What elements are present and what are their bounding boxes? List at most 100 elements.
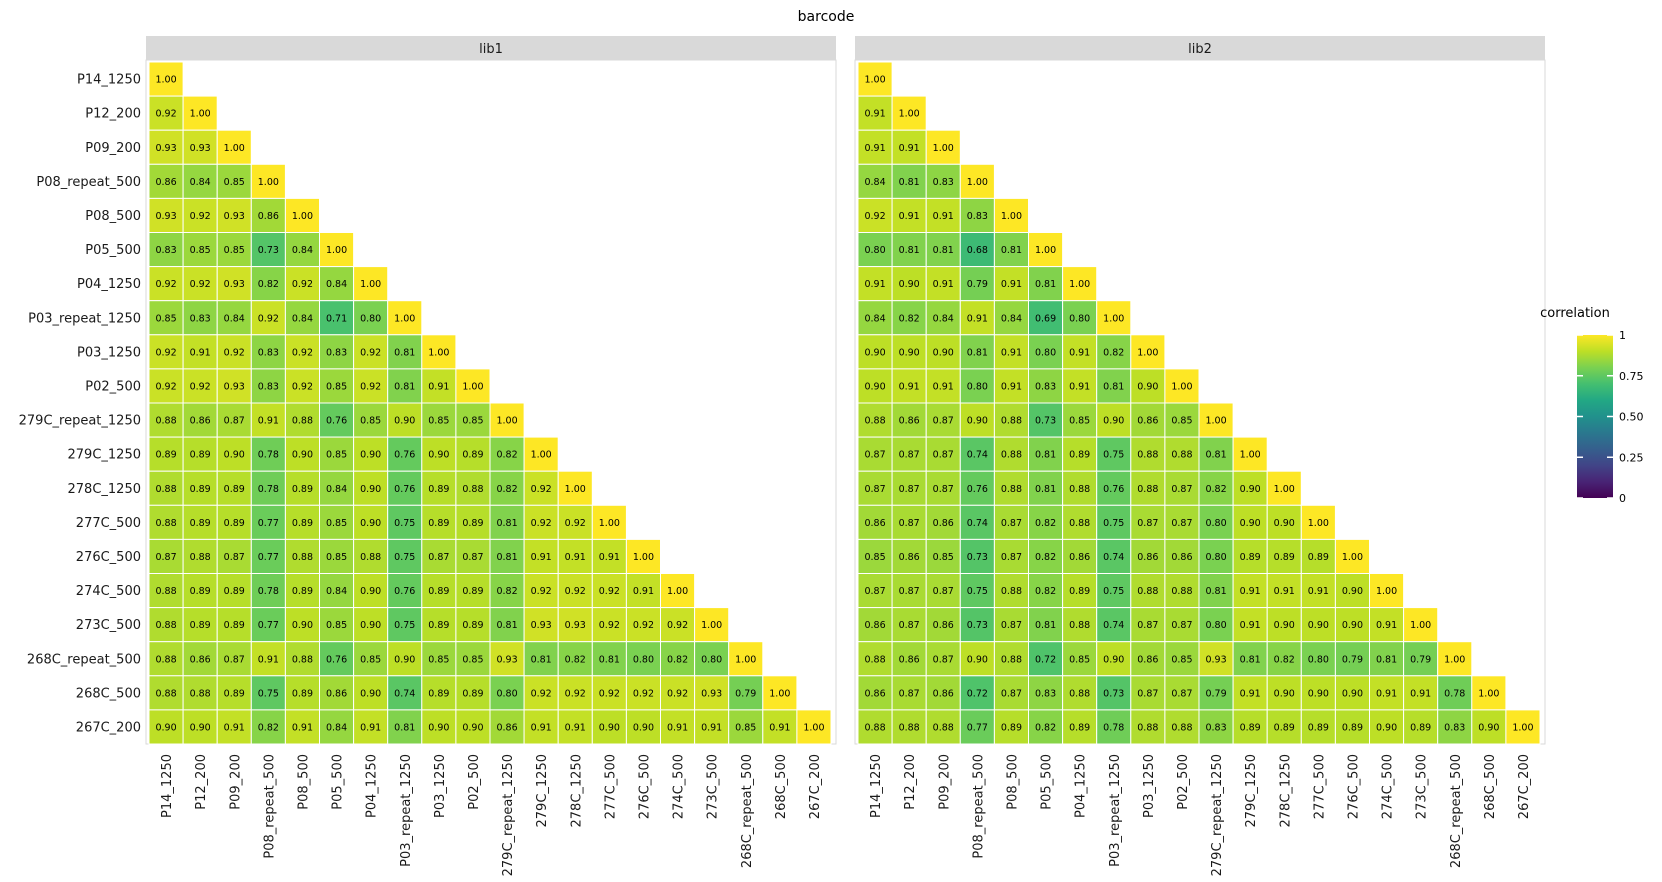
- cell-value-label: 0.89: [428, 518, 449, 529]
- cell-value-label: 0.78: [258, 450, 279, 461]
- heatmap-cell: [857, 436, 893, 472]
- heatmap-cell: [1028, 232, 1064, 268]
- heatmap-cell: [489, 504, 525, 540]
- cell-value-label: 0.92: [155, 381, 176, 392]
- cell-value-label: 0.88: [933, 722, 954, 733]
- panels: lib1 1.00 0.92 1.00 0.93 0.93 1.00 0.86 0.84 0.85…: [19, 36, 1546, 876]
- heatmap-cell: [993, 641, 1030, 677]
- cell-value-label: 0.91: [360, 722, 381, 733]
- cell-value-label: 0.81: [1376, 654, 1397, 665]
- cell-value-label: 0.87: [899, 518, 920, 529]
- cell-value-label: 0.82: [1035, 518, 1056, 529]
- cell-value-label: 0.90: [1103, 416, 1124, 427]
- heatmap-cell: [148, 470, 184, 506]
- heatmap-cell: [148, 573, 184, 609]
- cell-value-label: 0.85: [326, 620, 347, 631]
- heatmap-cell: [421, 607, 457, 643]
- cell-value-label: 0.88: [1001, 416, 1022, 427]
- cell-value-label: 1.00: [1444, 654, 1465, 665]
- cell-value-label: 0.85: [462, 416, 483, 427]
- cell-value-label: 0.91: [633, 586, 654, 597]
- cell-value-label: 0.84: [864, 177, 885, 188]
- heatmap-cell: [857, 368, 893, 404]
- cell-value-label: 0.88: [155, 620, 176, 631]
- cell-value-label: 0.89: [1274, 722, 1295, 733]
- cell-value-label: 1.00: [667, 586, 688, 597]
- cell-value-label: 0.87: [933, 450, 954, 461]
- cell-value-label: 0.88: [1001, 654, 1022, 665]
- cell-value-label: 0.91: [864, 143, 885, 154]
- cell-value-label: 0.87: [899, 688, 920, 699]
- heatmap-cell: [557, 641, 593, 677]
- cell-value-label: 0.87: [1171, 518, 1192, 529]
- cell-value-label: 1.00: [531, 450, 552, 461]
- x-tick-label: P03_1250: [433, 754, 448, 818]
- heatmap-cell: [728, 709, 764, 745]
- cell-value-label: 0.91: [1308, 586, 1329, 597]
- cell-value-label: 0.89: [462, 620, 483, 631]
- cell-value-label: 0.83: [258, 381, 279, 392]
- cell-value-label: 0.92: [531, 586, 552, 597]
- cell-value-label: 0.82: [1103, 347, 1124, 358]
- cell-value-label: 0.80: [496, 688, 517, 699]
- cell-value-label: 0.88: [155, 586, 176, 597]
- cell-value-label: 0.90: [864, 347, 885, 358]
- cell-value-label: 1.00: [1171, 381, 1192, 392]
- cell-value-label: 0.78: [258, 586, 279, 597]
- cell-value-label: 0.81: [1035, 620, 1056, 631]
- cell-value-label: 0.81: [1103, 381, 1124, 392]
- cell-value-label: 0.89: [1069, 586, 1090, 597]
- heatmap-cell: [959, 641, 995, 677]
- cell-value-label: 0.91: [967, 313, 988, 324]
- heatmap-cell: [557, 709, 593, 745]
- heatmap-cell: [250, 368, 286, 404]
- x-tick-label: 277C_500: [1312, 754, 1327, 819]
- cell-value-label: 0.91: [933, 211, 954, 222]
- heatmap-cell: [284, 709, 320, 745]
- cell-value-label: 0.83: [967, 211, 988, 222]
- heatmap-cell: [857, 470, 893, 506]
- cell-value-label: 0.85: [190, 245, 211, 256]
- cell-value-label: 0.92: [633, 688, 654, 699]
- legend-tick-label: 1: [1619, 329, 1626, 342]
- cell-value-label: 0.76: [394, 450, 415, 461]
- cell-value-label: 0.75: [394, 620, 415, 631]
- cell-value-label: 1.00: [462, 381, 483, 392]
- heatmap-cell: [1505, 709, 1541, 745]
- cell-value-label: 0.92: [258, 313, 279, 324]
- heatmap-cell: [796, 709, 832, 745]
- cell-value-label: 0.90: [933, 347, 954, 358]
- cell-value-label: 0.84: [326, 484, 347, 495]
- cell-value-label: 0.88: [292, 416, 313, 427]
- cell-value-label: 0.85: [1069, 416, 1090, 427]
- cell-value-label: 1.00: [803, 722, 824, 733]
- cell-value-label: 0.81: [1205, 450, 1226, 461]
- cell-value-label: 1.00: [1137, 347, 1158, 358]
- cell-value-label: 0.91: [1001, 279, 1022, 290]
- heatmap-cell: [660, 573, 696, 609]
- cell-value-label: 1.00: [1342, 552, 1363, 563]
- heatmap-cell: [1096, 709, 1132, 745]
- heatmap-cell: [591, 607, 627, 643]
- heatmap-cell: [857, 163, 893, 199]
- heatmap-cell: [1164, 538, 1200, 575]
- legend: correlation 1 0.75 0.50 0.25 0: [1540, 306, 1643, 505]
- y-tick-label: 278C_1250: [68, 482, 141, 497]
- heatmap-cell: [182, 470, 218, 506]
- cell-value-label: 0.88: [155, 484, 176, 495]
- cell-value-label: 0.90: [360, 518, 381, 529]
- cell-value-label: 0.89: [462, 586, 483, 597]
- cell-value-label: 0.85: [326, 450, 347, 461]
- heatmap-cell: [993, 266, 1030, 302]
- heatmap-cell: [925, 436, 961, 472]
- cell-value-label: 0.87: [864, 586, 885, 597]
- cell-value-label: 0.93: [496, 654, 517, 665]
- cell-value-label: 0.93: [224, 381, 245, 392]
- cell-value-label: 0.81: [496, 518, 517, 529]
- cell-value-label: 0.90: [428, 450, 449, 461]
- cell-value-label: 0.87: [224, 552, 245, 563]
- cell-value-label: 0.90: [967, 416, 988, 427]
- cell-value-label: 0.92: [599, 586, 620, 597]
- cell-value-label: 0.93: [1205, 654, 1226, 665]
- y-tick-label: 268C_500: [76, 686, 141, 701]
